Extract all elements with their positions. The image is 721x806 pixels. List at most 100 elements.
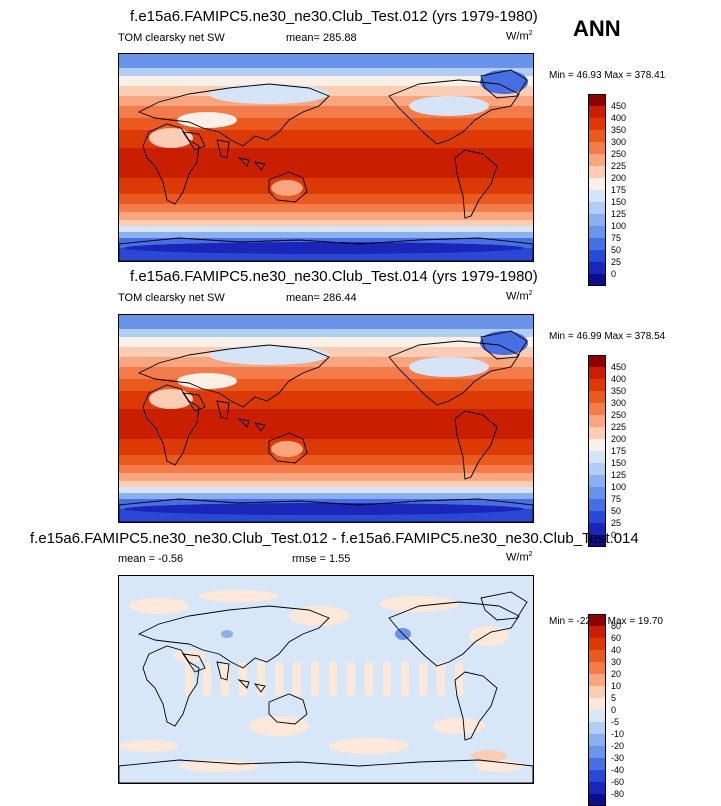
colorbar-swatch bbox=[588, 118, 606, 130]
coastline bbox=[454, 671, 498, 741]
colorbar-tick-label: -60 bbox=[611, 777, 625, 787]
field-band bbox=[119, 473, 533, 481]
colorbar-swatch bbox=[588, 487, 606, 499]
field-stripe bbox=[455, 662, 463, 696]
field-positive-patch bbox=[179, 760, 259, 772]
colorbar-swatch bbox=[588, 274, 606, 286]
panel3-title: f.e15a6.FAMIPC5.ne30_ne30.Club_Test.012 … bbox=[30, 530, 639, 547]
field-land-patch bbox=[177, 112, 237, 128]
panel3-mean-label: mean = -0.56 bbox=[118, 553, 184, 565]
field-positive-patch bbox=[471, 750, 507, 762]
field-stripe bbox=[365, 662, 373, 696]
field-positive-patch bbox=[249, 716, 309, 736]
field-positive-patch bbox=[119, 740, 179, 752]
field-stripe bbox=[293, 662, 301, 696]
colorbar-tick-label: -20 bbox=[611, 741, 625, 751]
field-band bbox=[119, 96, 533, 106]
coastline bbox=[268, 171, 308, 203]
colorbar-swatch bbox=[588, 166, 606, 178]
field-stripe bbox=[257, 662, 265, 696]
panel3-contour-field bbox=[119, 576, 533, 783]
colorbar-tick-label: 150 bbox=[611, 458, 627, 468]
coastline bbox=[182, 131, 230, 159]
coastline bbox=[480, 69, 528, 99]
field-land-patch bbox=[271, 180, 303, 196]
panel1-map bbox=[118, 53, 534, 262]
colorbar-tick-label: 400 bbox=[611, 374, 627, 384]
field-band bbox=[119, 220, 533, 226]
coastline bbox=[388, 79, 520, 145]
panel1-minmax: Min = 46.93 Max = 378.41 bbox=[549, 70, 666, 81]
colorbar-swatch bbox=[588, 262, 606, 274]
colorbar-tick-label: 60 bbox=[611, 633, 622, 643]
colorbar-tick-label: 100 bbox=[611, 221, 627, 231]
coastline bbox=[268, 432, 308, 464]
colorbar-tick-label: 150 bbox=[611, 197, 627, 207]
colorbar-tick-label: 450 bbox=[611, 101, 627, 111]
colorbar-tick-label: 200 bbox=[611, 173, 627, 183]
colorbar-swatch bbox=[588, 734, 606, 746]
colorbar-swatch bbox=[588, 710, 606, 722]
field-stripe bbox=[401, 662, 409, 696]
colorbar-swatch bbox=[588, 626, 606, 638]
field-positive-patch bbox=[475, 760, 523, 772]
field-positive-patch bbox=[173, 650, 205, 662]
panel2-contour-field bbox=[119, 315, 533, 522]
field-positive-patch bbox=[379, 596, 459, 612]
colorbar-swatch bbox=[588, 463, 606, 475]
field-stripe bbox=[311, 662, 319, 696]
colorbar-swatch bbox=[588, 226, 606, 238]
colorbar-swatch bbox=[588, 403, 606, 415]
colorbar-swatch bbox=[588, 614, 606, 626]
field-positive-patch bbox=[469, 626, 509, 646]
colorbar-swatch bbox=[588, 415, 606, 427]
colorbar-tick-label: 0 bbox=[611, 705, 617, 715]
colorbar-tick-label: 75 bbox=[611, 233, 622, 243]
colorbar-swatch bbox=[588, 178, 606, 190]
colorbar-tick-label: 40 bbox=[611, 645, 622, 655]
field-band bbox=[119, 212, 533, 220]
field-land-patch bbox=[480, 331, 528, 355]
coastline bbox=[119, 759, 533, 783]
colorbar-swatch bbox=[588, 130, 606, 142]
colorbar-tick-label: 125 bbox=[611, 209, 627, 219]
colorbar-tick-label: 10 bbox=[611, 681, 622, 691]
panel2-map bbox=[118, 314, 534, 523]
field-band bbox=[119, 487, 533, 493]
coastline bbox=[388, 340, 520, 406]
colorbar-tick-label: 80 bbox=[611, 621, 622, 631]
colorbar-tick-label: 125 bbox=[611, 470, 627, 480]
colorbar-tick-label: 225 bbox=[611, 422, 627, 432]
panel2-variable-label: TOM clearsky net SW bbox=[118, 292, 225, 304]
field-land-patch bbox=[124, 503, 524, 515]
colorbar-tick-label: 100 bbox=[611, 482, 627, 492]
colorbar-tick-label: 0 bbox=[611, 269, 617, 279]
field-land-patch bbox=[271, 441, 303, 457]
colorbar-tick-label: 250 bbox=[611, 149, 627, 159]
colorbar-swatch bbox=[588, 142, 606, 154]
coastline bbox=[237, 679, 266, 693]
field-positive-patch bbox=[129, 598, 189, 614]
coastline bbox=[268, 693, 308, 725]
colorbar-swatch bbox=[588, 746, 606, 758]
colorbar-swatch bbox=[588, 355, 606, 367]
colorbar-tick-label: 50 bbox=[611, 506, 622, 516]
field-band bbox=[119, 329, 533, 337]
colorbar-tick-label: 25 bbox=[611, 518, 622, 528]
field-land-patch bbox=[149, 389, 193, 409]
field-band bbox=[119, 232, 533, 238]
panel1-variable-label: TOM clearsky net SW bbox=[118, 32, 225, 44]
colorbar-tick-label: 350 bbox=[611, 386, 627, 396]
colorbar-swatch bbox=[588, 427, 606, 439]
field-band bbox=[119, 409, 533, 439]
field-band bbox=[119, 481, 533, 487]
field-band bbox=[119, 455, 533, 465]
colorbar-tick-label: 175 bbox=[611, 446, 627, 456]
panel2-minmax: Min = 46.99 Max = 378.54 bbox=[549, 331, 666, 342]
colorbar-swatch bbox=[588, 686, 606, 698]
colorbar-swatch bbox=[588, 794, 606, 806]
field-band bbox=[119, 178, 533, 194]
field-band bbox=[119, 204, 533, 212]
colorbar-tick-label: 300 bbox=[611, 137, 627, 147]
field-band bbox=[119, 194, 533, 204]
